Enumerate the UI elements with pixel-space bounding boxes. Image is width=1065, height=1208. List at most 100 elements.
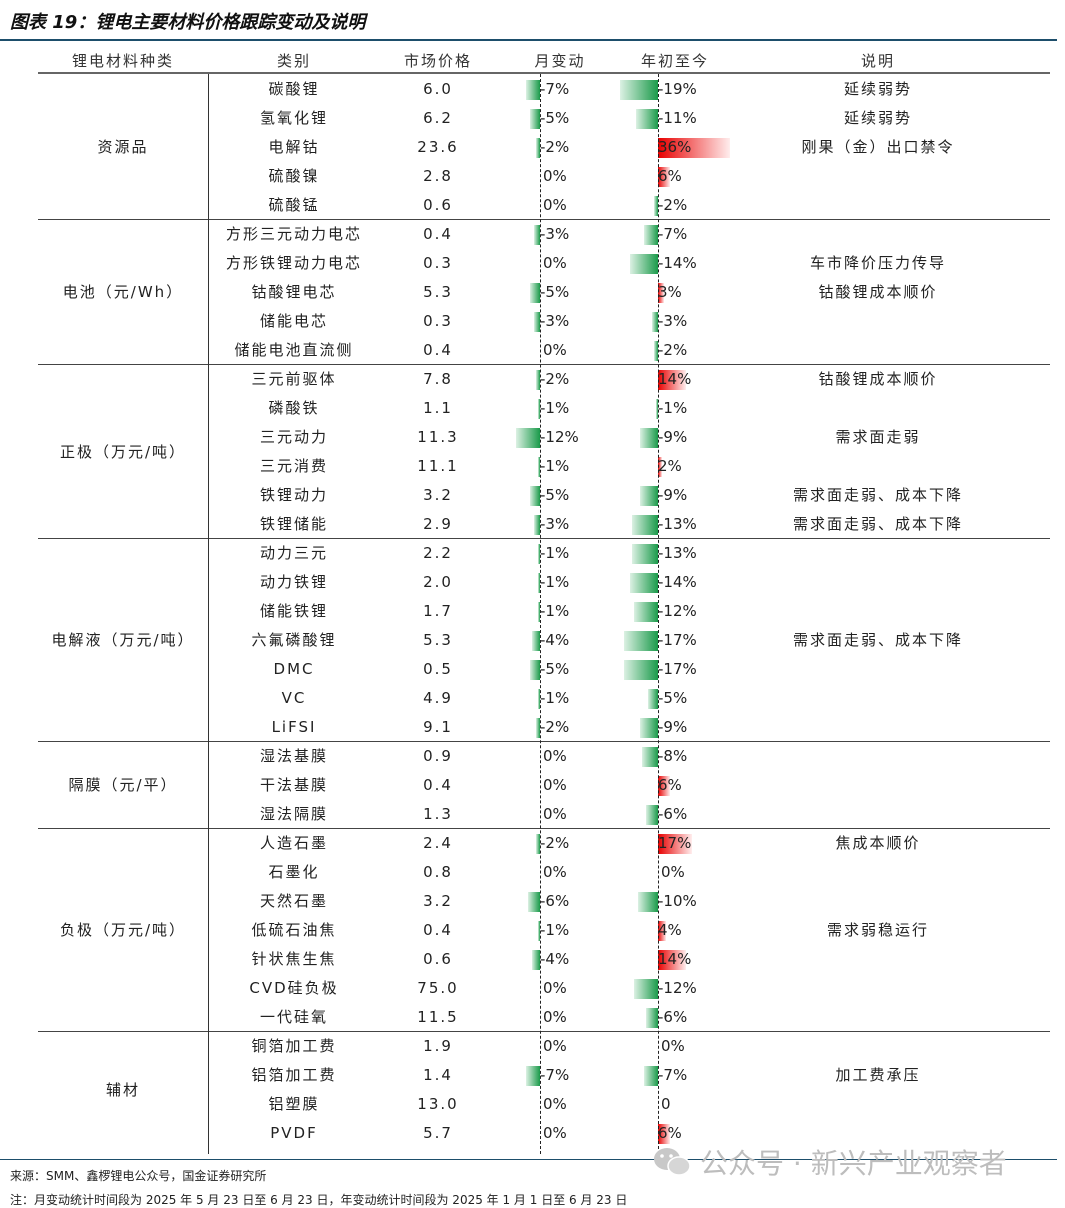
ytd-change-value: -13%	[658, 544, 697, 562]
market-price: 0.4	[423, 341, 453, 359]
monthly-change-bar	[516, 427, 540, 448]
ytd-axis	[658, 74, 659, 1154]
ytd-change-value: 3%	[658, 283, 682, 301]
ytd-change-value: -3%	[658, 312, 688, 330]
market-price: 3.2	[423, 892, 453, 910]
monthly-change-value: -3%	[540, 515, 570, 533]
monthly-change-bar	[538, 688, 540, 709]
category-name: 针状焦生焦	[251, 950, 337, 968]
ytd-change-value: -1%	[658, 399, 688, 417]
monthly-change-value: -4%	[540, 950, 570, 968]
monthly-change-bar	[536, 369, 540, 390]
ytd-change-bar	[640, 427, 658, 448]
ytd-change-value: -12%	[658, 979, 697, 997]
note: 焦成本顺价	[835, 834, 921, 852]
category-name: VC	[281, 689, 307, 707]
category-name: 天然石墨	[259, 892, 328, 910]
group-separator	[38, 364, 1050, 365]
market-price: 11.1	[417, 457, 459, 475]
ytd-change-value: 14%	[658, 950, 692, 968]
market-price: 0.3	[423, 254, 453, 272]
ytd-change-value: -8%	[658, 747, 688, 765]
category-name: LiFSI	[271, 718, 317, 736]
ytd-change-value: 6%	[658, 167, 682, 185]
ytd-change-bar	[630, 253, 658, 274]
category-name: 三元动力	[259, 428, 328, 446]
market-price: 1.4	[423, 1066, 453, 1084]
ytd-change-value: 2%	[658, 457, 682, 475]
ytd-change-bar	[632, 543, 658, 564]
market-price: 0.4	[423, 225, 453, 243]
ytd-change-bar	[646, 804, 658, 825]
ytd-change-bar	[636, 108, 658, 129]
monthly-change-value: -1%	[540, 689, 570, 707]
monthly-change-bar	[530, 108, 540, 129]
wechat-icon	[652, 1146, 692, 1178]
monthly-change-bar	[534, 311, 540, 332]
ytd-change-bar	[654, 195, 658, 216]
ytd-change-value: -19%	[658, 80, 697, 98]
header-notes: 说明	[860, 52, 895, 70]
monthly-change-value: 0%	[543, 1008, 567, 1026]
category-name: 铁锂储能	[259, 515, 328, 533]
monthly-change-value: -1%	[540, 457, 570, 475]
monthly-change-value: 0%	[543, 863, 567, 881]
ytd-change-value: 0%	[661, 863, 685, 881]
monthly-change-bar	[538, 543, 540, 564]
market-price: 0.3	[423, 312, 453, 330]
ytd-change-bar	[658, 456, 662, 477]
category-name: 低硫石油焦	[251, 921, 337, 939]
ytd-change-value: -6%	[658, 1008, 688, 1026]
watermark-text: 公众号 · 新兴产业观察者	[700, 1147, 1007, 1180]
monthly-change-bar	[530, 282, 540, 303]
monthly-change-bar	[528, 891, 540, 912]
monthly-change-value: -6%	[540, 892, 570, 910]
category-name: 储能电池直流侧	[234, 341, 354, 359]
monthly-change-value: -2%	[540, 138, 570, 156]
monthly-change-value: -7%	[540, 80, 570, 98]
market-price: 7.8	[423, 370, 453, 388]
ytd-change-bar	[658, 369, 686, 390]
monthly-change-value: -12%	[540, 428, 579, 446]
monthly-change-value: 0%	[543, 341, 567, 359]
ytd-change-bar	[658, 833, 692, 854]
category-name: 电解钴	[268, 138, 320, 156]
market-price: 3.2	[423, 486, 453, 504]
ytd-change-value: -9%	[658, 428, 688, 446]
note: 钴酸锂成本顺价	[818, 283, 938, 301]
category-name: 磷酸铁	[268, 399, 320, 417]
watermark: 公众号 · 新兴产业观察者	[652, 1142, 1007, 1182]
ytd-change-bar	[656, 398, 658, 419]
monthly-change-bar	[538, 601, 540, 622]
monthly-change-value: 0%	[543, 167, 567, 185]
group-label: 隔膜（元/平）	[68, 776, 178, 794]
monthly-change-bar	[532, 630, 540, 651]
group-separator	[38, 828, 1050, 829]
market-price: 2.8	[423, 167, 453, 185]
market-price: 1.7	[423, 602, 453, 620]
ytd-change-bar	[640, 717, 658, 738]
category-name: 三元前驱体	[251, 370, 337, 388]
market-price: 75.0	[417, 979, 459, 997]
ytd-change-bar	[658, 775, 670, 796]
market-price: 5.3	[423, 631, 453, 649]
figure-title: 图表 19：锂电主要材料价格跟踪变动及说明	[10, 12, 366, 33]
category-name: 储能电芯	[259, 312, 328, 330]
monthly-change-value: 0%	[543, 805, 567, 823]
note: 延续弱势	[843, 80, 912, 98]
category-name: 碳酸锂	[268, 80, 320, 98]
note: 刚果（金）出口禁令	[801, 138, 955, 156]
market-price: 11.3	[417, 428, 459, 446]
source-note: 来源：SMM、鑫椤锂电公众号，国金证券研究所	[10, 1169, 267, 1183]
category-name: 储能铁锂	[259, 602, 328, 620]
group-label: 正极（万元/吨）	[59, 443, 187, 461]
ytd-change-value: -2%	[658, 341, 688, 359]
ytd-change-value: -17%	[658, 660, 697, 678]
monthly-change-bar	[538, 398, 540, 419]
market-price: 4.9	[423, 689, 453, 707]
monthly-change-bar	[538, 456, 540, 477]
group-separator	[38, 219, 1050, 220]
ytd-change-value: 6%	[658, 776, 682, 794]
group-separator	[38, 538, 1050, 539]
